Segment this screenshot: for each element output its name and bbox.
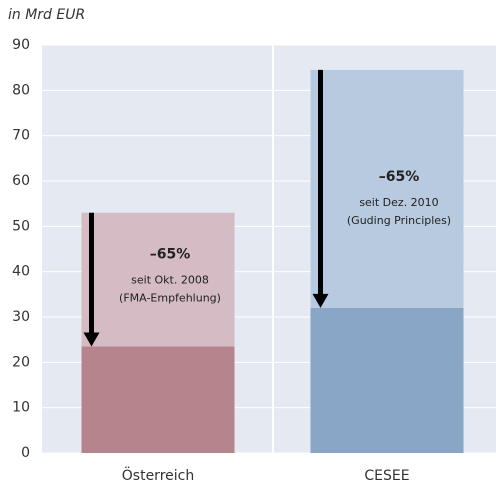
y-tick-label: 40 bbox=[12, 264, 30, 280]
annotation-text: seit Okt. 2008 bbox=[131, 274, 209, 287]
y-tick-label: 60 bbox=[12, 173, 30, 189]
annotation-text: seit Dez. 2010 bbox=[359, 196, 438, 209]
x-tick-label: CESEE bbox=[364, 468, 409, 484]
y-axis-label: in Mrd EUR bbox=[8, 7, 85, 23]
y-tick-label: 80 bbox=[12, 82, 30, 98]
bar-segment bbox=[310, 69, 464, 308]
y-tick-label: 0 bbox=[21, 445, 30, 461]
bar-segment bbox=[81, 212, 235, 347]
y-tick-label: 10 bbox=[12, 400, 30, 416]
annotation-text: (FMA-Empfehlung) bbox=[119, 292, 221, 305]
annotation-text: (Guding Principles) bbox=[347, 214, 451, 227]
bar-segment bbox=[81, 346, 235, 453]
y-tick-label: 70 bbox=[12, 128, 30, 144]
arrow-head bbox=[83, 332, 100, 347]
y-tick-label: 90 bbox=[12, 37, 30, 53]
x-tick-label: Österreich bbox=[122, 466, 194, 484]
annotation-headline: –65% bbox=[379, 169, 420, 185]
y-tick-label: 50 bbox=[12, 218, 30, 234]
bar-segment bbox=[310, 307, 464, 453]
y-tick-label: 30 bbox=[12, 309, 30, 325]
y-tick-label: 20 bbox=[12, 354, 30, 370]
annotation-headline: –65% bbox=[150, 247, 191, 263]
arrow-head bbox=[312, 293, 329, 308]
